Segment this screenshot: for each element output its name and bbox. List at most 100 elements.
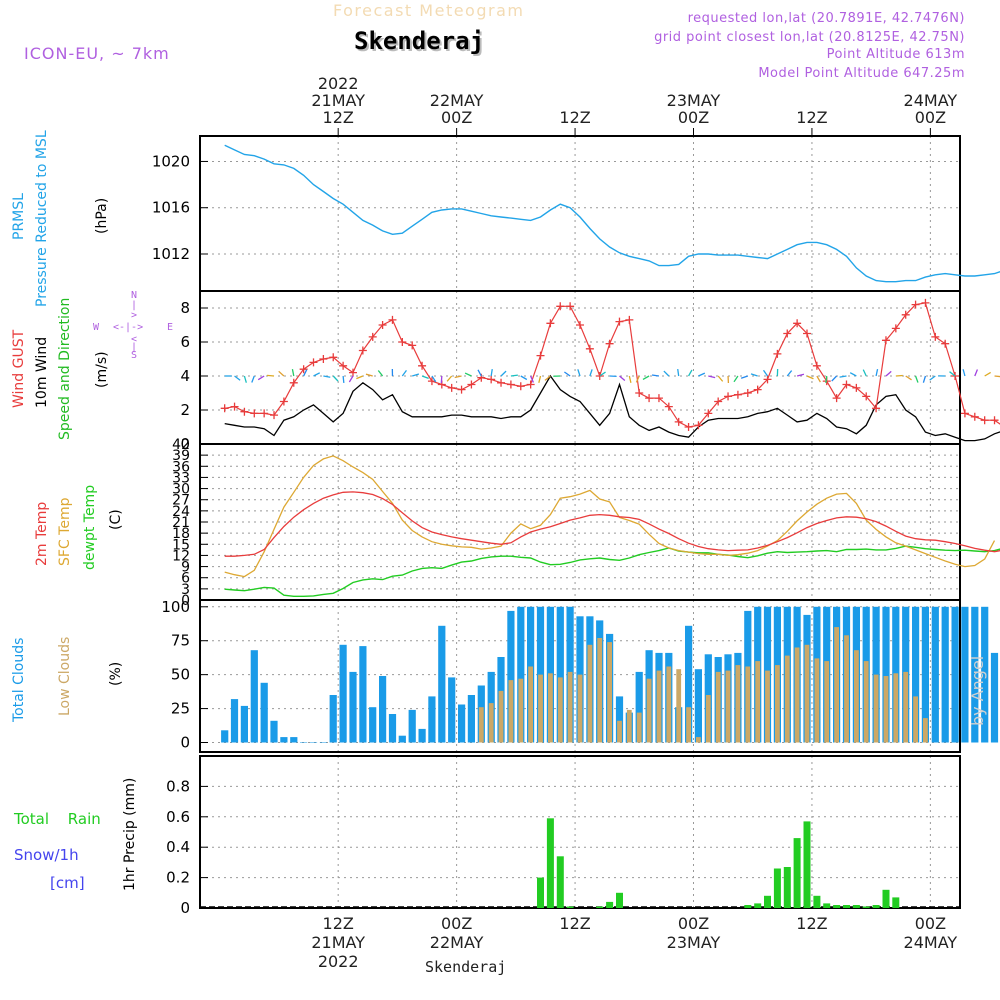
wind-gust-point [803,329,812,338]
low-cloud-bar [844,635,849,743]
temp-2m-label: 2m Temp [34,502,50,566]
wind-direction-arrow [949,371,956,377]
bottom-time-label: 00Z [441,914,472,933]
wind-direction-arrow [454,375,462,379]
total-cloud-bar [971,606,979,743]
bottom-time-label: 23MAY [667,933,721,952]
wind-gust-point [635,389,644,397]
y-tick-label: 0.6 [166,808,190,826]
y-tick-label: 39 [172,448,190,464]
bottom-time-label: 12Z [796,914,827,933]
y-tick-labels: 1012101610200246803691215182124273033363… [152,152,208,917]
low-cloud-bar [548,673,553,743]
total-cloud-bar [290,737,298,743]
wind-direction-arrow [733,375,739,383]
wind-direction-arrow [266,374,275,377]
wind-gust-point [497,378,506,387]
svg-text:>: > [131,310,137,321]
total-cloud-bar [339,644,347,743]
wind-direction-arrow [348,375,354,383]
wind-direction-arrow [278,370,285,377]
total-cloud-bar [941,606,949,743]
total-cloud-bar [369,707,377,743]
wind-direction-arrow [243,375,247,383]
wind-gust-point [654,394,663,403]
low-cloud-bar [913,696,918,743]
rain-bar [843,905,850,908]
total-cloud-bar [685,625,693,743]
location-title: Skenderaj [354,27,484,55]
snow-label: Snow/1h [14,846,79,864]
wind-direction-arrow [401,369,407,377]
low-cloud-bar [587,644,593,743]
wind-gust-point [812,361,821,370]
wind-gust-point [733,390,742,399]
total-cloud-bar [981,606,989,743]
low-cloud-bar [528,666,533,743]
y-tick-label: 25 [171,700,190,718]
wind-gust-point [980,416,989,425]
wind-direction-arrow [377,370,384,377]
low-cloud-bar [636,712,642,743]
clouds-unit: (%) [108,662,124,686]
wind-gust-point [931,332,940,341]
low-cloud-bar [854,650,859,743]
wind-direction-arrow [929,375,936,381]
wind-gust-point [743,389,752,397]
total-cloud-bar [635,671,643,743]
compass-e: E [167,322,173,333]
y-tick-label: 100 [161,598,190,616]
wind-gust-point [753,385,762,394]
faint-title: Forecast Meteogram [333,1,524,20]
wind-direction-arrow [862,369,867,377]
wind-gust-point [516,382,525,391]
wind-direction-arrow [530,375,534,383]
wind-gust-point [862,392,871,401]
wind-direction-arrow [332,375,339,382]
signature: by Angel [968,656,987,726]
total-clouds-label: Total Clouds [11,638,27,723]
top-time-label: 12Z [559,108,590,127]
total-cloud-bar [359,646,367,743]
wind-gust-point [526,380,535,389]
top-time-label: 00Z [441,108,472,127]
y-tick-label: 27 [172,493,190,509]
wind-direction-arrow [796,373,805,377]
dewpt-line [224,545,1000,597]
wind-gust-point [556,302,565,311]
wind-direction-arrow [994,375,1000,378]
bottom-time-label: 21MAY [311,933,365,952]
wind-gust-point [783,329,792,338]
wind-gust-point [457,385,466,394]
low-cloud-bar [676,669,682,743]
wind-gust-point [911,300,920,309]
snow-unit: [cm] [50,874,85,892]
low-cloud-bar [804,644,810,743]
model-altitude: Model Point Altitude 647.25m [758,66,965,81]
wind-gust-point [348,368,357,377]
wind-gust-point [546,319,555,328]
wind-direction-arrow [687,369,693,377]
wind-direction-arrow [510,374,518,377]
top-time-label: 23MAY [667,91,721,110]
wind-gust-point [447,383,456,392]
wind-gust-point [368,332,377,341]
wind-direction-arrow [257,375,265,381]
low-cloud-bar [518,678,524,743]
wind-gust-point [852,383,861,392]
low-cloud-bar [784,655,790,743]
wind-gust-point [674,417,683,426]
wind-direction-arrow [677,368,680,377]
wind-direction-arrow [651,374,660,377]
pressure-line [224,144,1000,283]
y-tick-label: 12 [172,548,190,564]
wind-gust-point [378,321,387,329]
low-cloud-bar [508,680,514,743]
wind-gust-point [605,339,614,348]
wind-gust-point [220,404,229,413]
y-tick-label: 0 [180,899,190,917]
bottom-time-label: 24MAY [904,933,958,952]
wind-direction-arrow [905,375,912,381]
low-cloud-bar [666,666,672,743]
y-tick-label: 3 [181,582,190,598]
